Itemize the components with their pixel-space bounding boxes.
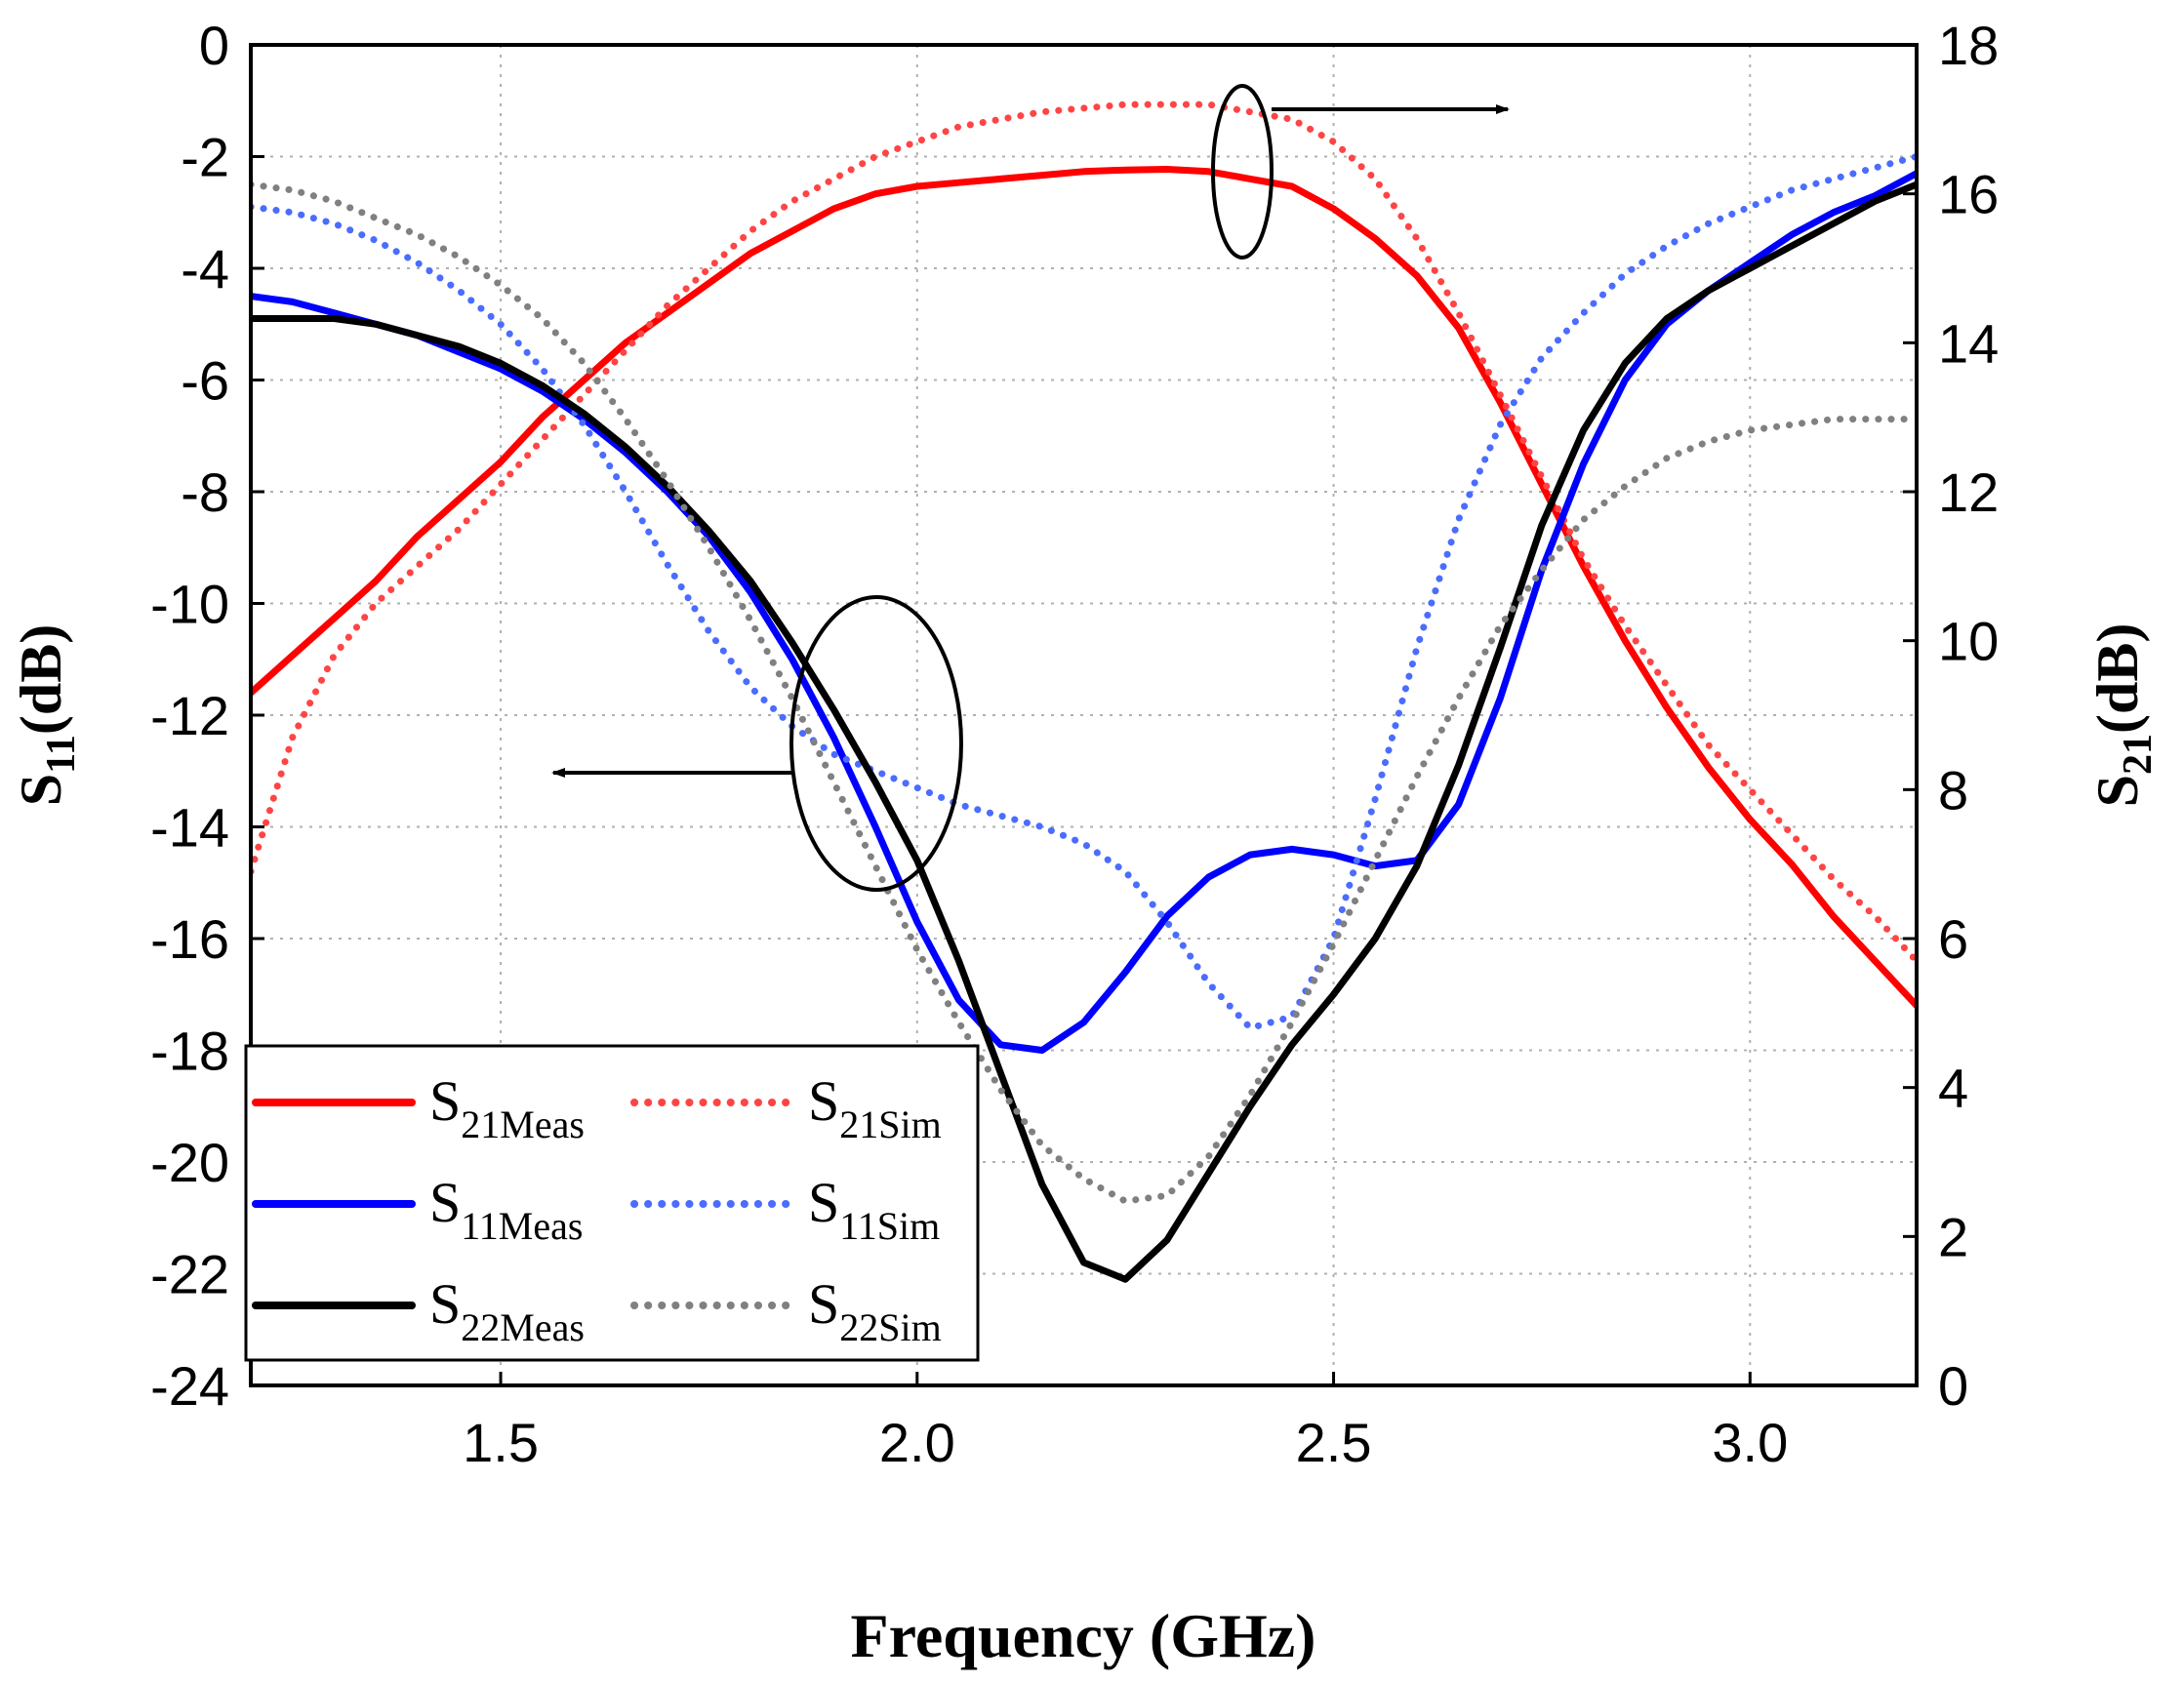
y-left-tick-label: -12: [150, 685, 229, 746]
y-right-tick-label: 0: [1938, 1355, 1968, 1417]
x-axis-title: Frequency (GHz): [851, 1601, 1316, 1670]
annotation-ellipse-s11: [789, 595, 963, 892]
x-tick-label: 1.5: [463, 1412, 539, 1473]
y-left-tick-label: -18: [150, 1021, 229, 1082]
y-left-tick-label: -14: [150, 797, 229, 859]
series-line-s21sim: [251, 100, 1917, 965]
series-line-s22sim: [251, 180, 1917, 1205]
y-right-tick-label: 4: [1938, 1058, 1968, 1119]
y-left-tick-label: -10: [150, 574, 229, 635]
x-tick-label: 3.0: [1712, 1412, 1788, 1473]
y-left-tick-label: -22: [150, 1244, 229, 1305]
y-right-tick-label: 10: [1938, 611, 1999, 672]
y-right-tick-label: 14: [1938, 312, 1999, 374]
y-left-tick-label: -20: [150, 1132, 229, 1193]
legend: S21Meas S21Sim S11Meas S11Sim S22Meas S22Sim: [244, 1044, 980, 1362]
y-axis-title-right: S21(dB): [2085, 623, 2161, 808]
y-left-tick-label: -8: [181, 461, 229, 523]
y-left-tick-label: -2: [181, 127, 229, 188]
y-right-tick-label: 8: [1938, 759, 1968, 821]
annotation-ellipse-s21: [1211, 84, 1274, 260]
y-right-tick-label: 6: [1938, 908, 1968, 970]
annotations: [551, 84, 1510, 892]
legend-label-s22sim: S22Sim: [808, 1272, 942, 1349]
y-axis-title-left: S11(dB): [9, 624, 84, 806]
y-left-tick-label: -16: [150, 908, 229, 970]
series-line-s21meas: [251, 166, 1917, 1010]
legend-label-s11sim: S11Sim: [808, 1171, 940, 1248]
y-right-tick-label: 18: [1938, 15, 1999, 76]
grid: [251, 45, 1917, 1385]
legend-entries: S21Meas S21Sim S11Meas S11Sim S22Meas S22Sim: [252, 1069, 942, 1349]
x-tick-label: 2.0: [879, 1412, 955, 1473]
series-layer: [251, 100, 1917, 1283]
x-tick-label: 2.5: [1296, 1412, 1372, 1473]
y-right-tick-label: 2: [1938, 1206, 1968, 1267]
y-right-tick-label: 16: [1938, 164, 1999, 225]
y-right-tick-label: 12: [1938, 461, 1999, 523]
series-line-s11sim: [251, 153, 1917, 1032]
legend-label-s21sim: S21Sim: [808, 1069, 942, 1146]
y-left-tick-label: 0: [199, 15, 229, 76]
ticks: 1.5 2.0 2.5 3.0 0 -2 -4 -6 -8 -10 -12 -14 -16 -18 -20 -…: [150, 15, 1999, 1473]
y-left-tick-label: -6: [181, 350, 229, 412]
y-left-tick-label: -24: [150, 1355, 229, 1417]
series-line-s22meas: [251, 180, 1917, 1283]
series-line-s11meas: [251, 170, 1917, 1054]
y-left-tick-label: -4: [181, 238, 229, 300]
legend-label-s11meas: S11Meas: [429, 1171, 583, 1248]
legend-label-s21meas: S21Meas: [429, 1069, 585, 1146]
legend-label-s22meas: S22Meas: [429, 1272, 585, 1349]
